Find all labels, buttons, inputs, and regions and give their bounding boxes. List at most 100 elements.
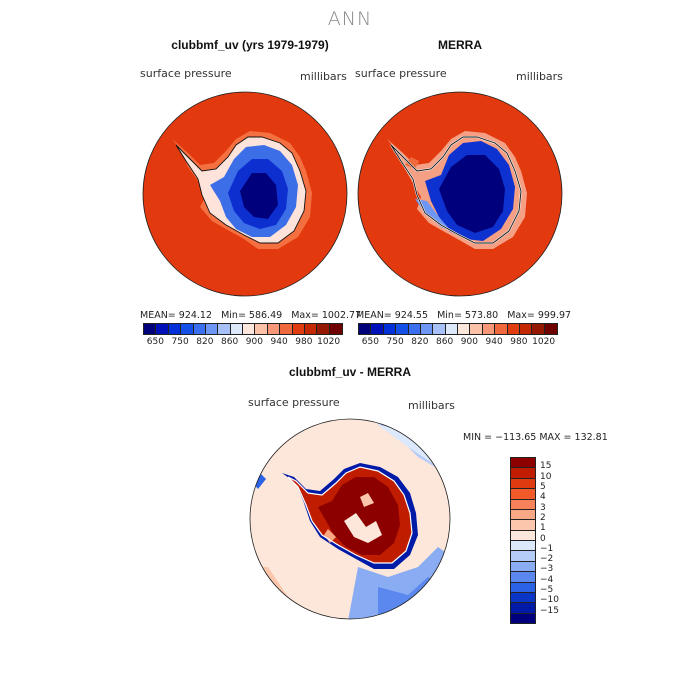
colorbar-tick-label: 750 <box>171 337 189 347</box>
colorbar-swatch <box>532 324 545 334</box>
colorbar-swatch <box>359 324 372 334</box>
colorbar-tick-label: −15 <box>540 605 559 616</box>
colorbar-tick-label: 15 <box>540 461 552 472</box>
colorbar-swatch <box>433 324 446 334</box>
colorbar-swatch <box>218 324 231 334</box>
left-panel-title: clubbmf_uv (yrs 1979-1979) <box>171 38 329 52</box>
right-colorbar <box>358 323 558 335</box>
right-map <box>357 91 563 297</box>
colorbar-tick-label: 650 <box>146 337 164 347</box>
colorbar-swatch <box>371 324 384 334</box>
colorbar-tick-label: 1020 <box>532 337 556 347</box>
colorbar-tick-label: 3 <box>540 502 546 513</box>
colorbar-tick-label: −2 <box>540 554 554 565</box>
left-colorbar-labels: 650 750 820 860 900 940 980 1020 <box>143 337 341 349</box>
colorbar-swatch <box>255 324 268 334</box>
colorbar-swatch <box>408 324 421 334</box>
colorbar-swatch <box>280 324 293 334</box>
colorbar-swatch <box>495 324 508 334</box>
page-title: ANN <box>327 8 373 30</box>
colorbar-swatch <box>168 324 182 334</box>
diff-panel-title: clubbmf_uv - MERRA <box>288 365 411 379</box>
colorbar-swatch <box>317 324 330 334</box>
colorbar-swatch <box>511 530 535 541</box>
colorbar-tick-label: 2 <box>540 512 546 523</box>
right-units-label: millibars <box>516 70 563 83</box>
colorbar-swatch <box>396 324 409 334</box>
colorbar-tick-label: 5 <box>540 481 546 492</box>
colorbar-tick-label: 650 <box>361 337 379 347</box>
colorbar-tick-label: 820 <box>411 337 429 347</box>
colorbar-swatch <box>181 324 194 334</box>
colorbar-swatch <box>511 499 535 510</box>
colorbar-swatch <box>511 613 535 623</box>
diff-colorbar-labels: 15 10 5 4 3 2 1 0 −1 −2 −3 −4 −5 −10 −15 <box>540 457 600 622</box>
colorbar-tick-label: 980 <box>510 337 528 347</box>
colorbar-swatch <box>445 324 458 334</box>
diff-colorbar <box>510 457 536 624</box>
right-panel-title: MERRA <box>438 38 482 52</box>
left-units-label: millibars <box>300 70 347 83</box>
colorbar-swatch <box>383 324 397 334</box>
colorbar-swatch <box>511 541 535 552</box>
right-stats: MEAN= 924.55 Min= 573.80 Max= 999.97 <box>356 310 572 321</box>
colorbar-swatch <box>511 561 535 573</box>
colorbar-tick-label: −1 <box>540 543 554 554</box>
right-colorbar-labels: 650 750 820 860 900 940 980 1020 <box>358 337 556 349</box>
colorbar-tick-label: 0 <box>540 533 546 544</box>
colorbar-swatch <box>511 509 535 521</box>
colorbar-swatch <box>511 478 535 490</box>
colorbar-swatch <box>511 458 535 469</box>
colorbar-swatch <box>420 324 434 334</box>
left-stats: MEAN= 924.12 Min= 586.49 Max= 1002.77 <box>140 310 362 321</box>
colorbar-swatch <box>205 324 219 334</box>
right-variable-label: surface pressure <box>355 67 447 80</box>
colorbar-tick-label: 900 <box>245 337 263 347</box>
colorbar-swatch <box>144 324 157 334</box>
colorbar-tick-label: 1020 <box>317 337 341 347</box>
colorbar-swatch <box>511 603 535 614</box>
diff-stats: MIN = −113.65 MAX = 132.81 <box>463 432 608 443</box>
colorbar-swatch <box>292 324 305 334</box>
colorbar-tick-label: 940 <box>270 337 288 347</box>
colorbar-swatch <box>267 324 281 334</box>
colorbar-tick-label: 860 <box>221 337 239 347</box>
colorbar-swatch <box>511 572 535 583</box>
colorbar-swatch <box>519 324 533 334</box>
left-colorbar <box>143 323 343 335</box>
colorbar-tick-label: 860 <box>436 337 454 347</box>
left-variable-label: surface pressure <box>140 67 232 80</box>
colorbar-swatch <box>458 324 471 334</box>
colorbar-tick-label: 4 <box>540 492 546 503</box>
diff-units-label: millibars <box>408 399 455 412</box>
colorbar-tick-label: −5 <box>540 585 554 596</box>
colorbar-tick-label: 980 <box>295 337 313 347</box>
colorbar-swatch <box>511 582 535 593</box>
colorbar-swatch <box>511 592 535 604</box>
colorbar-tick-label: 900 <box>460 337 478 347</box>
colorbar-swatch <box>511 551 535 562</box>
colorbar-swatch <box>193 324 206 334</box>
colorbar-swatch <box>304 324 318 334</box>
colorbar-tick-label: −3 <box>540 564 554 575</box>
colorbar-swatch <box>156 324 169 334</box>
colorbar-tick-label: 10 <box>540 471 552 482</box>
left-map <box>142 91 348 297</box>
diff-variable-label: surface pressure <box>248 396 340 409</box>
colorbar-swatch <box>470 324 483 334</box>
colorbar-swatch <box>511 520 535 531</box>
colorbar-tick-label: 750 <box>386 337 404 347</box>
colorbar-swatch <box>482 324 496 334</box>
colorbar-tick-label: 940 <box>485 337 503 347</box>
colorbar-swatch <box>544 324 557 334</box>
colorbar-tick-label: −4 <box>540 574 554 585</box>
colorbar-tick-label: −10 <box>540 595 559 606</box>
colorbar-swatch <box>243 324 256 334</box>
colorbar-swatch <box>511 468 535 479</box>
colorbar-tick-label: 820 <box>196 337 214 347</box>
colorbar-swatch <box>511 489 535 500</box>
colorbar-swatch <box>230 324 243 334</box>
diff-map <box>249 418 451 620</box>
colorbar-swatch <box>507 324 520 334</box>
colorbar-tick-label: 1 <box>540 523 546 534</box>
